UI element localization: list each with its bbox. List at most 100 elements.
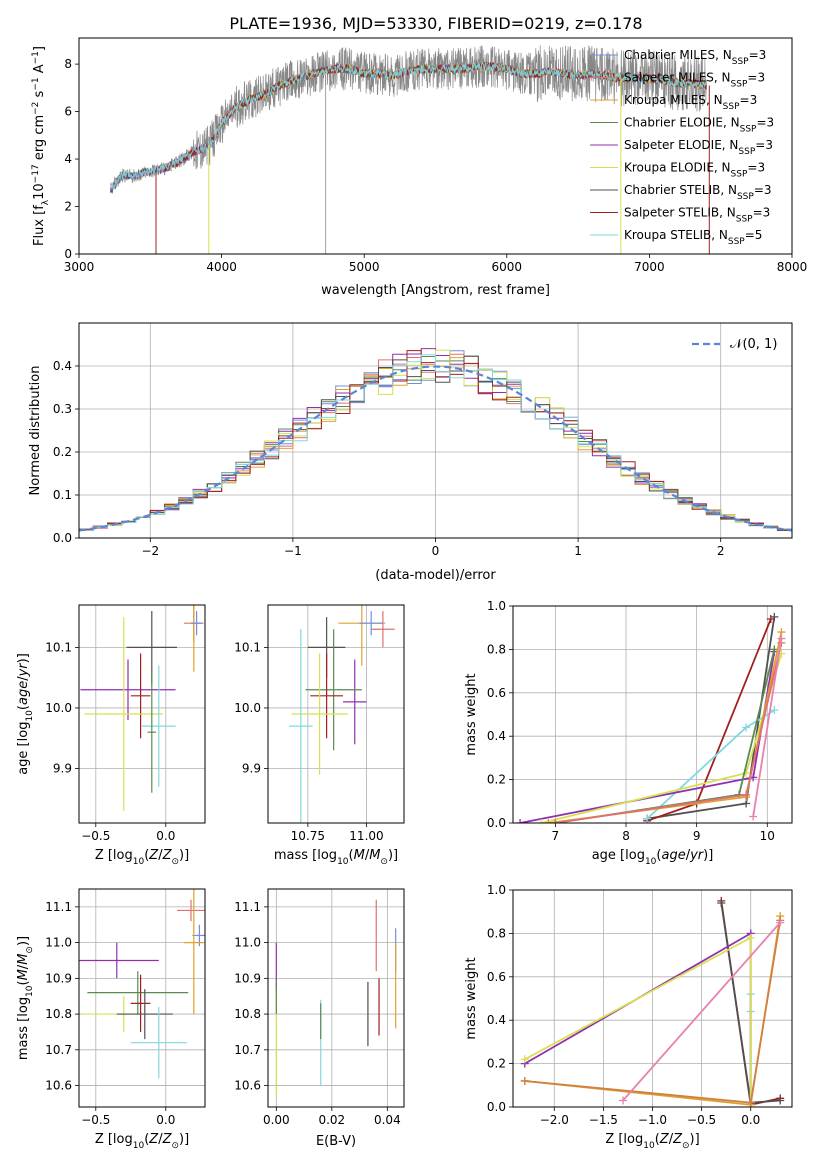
label-part: ( — [16, 705, 31, 710]
label-part: age [log — [16, 722, 31, 775]
x-tick-label: 4000 — [206, 260, 237, 274]
legend-sub: SSP — [723, 102, 740, 112]
y-tick-label: 9.9 — [53, 762, 72, 776]
y-axis-label: age [log10(age/yr)] — [16, 653, 35, 775]
plot-area — [80, 605, 204, 811]
plus-marker — [776, 1096, 785, 1105]
x-tick-label: 10.75 — [291, 829, 325, 843]
age-vs-metallicity-panel: −0.5 0.09.910.010.1Z [log10(Z/Z⊙)]age [lo… — [16, 604, 206, 867]
mass-weight-line — [647, 616, 776, 820]
legend-label: Kroupa STELIB, NSSP=5 — [624, 228, 762, 247]
x-tick-label: −0.5 — [81, 1113, 110, 1127]
y-tick-label: 11.0 — [45, 936, 72, 950]
plot-area — [109, 44, 710, 254]
label-part: ( — [16, 980, 31, 985]
label-part: M — [16, 969, 31, 980]
mass-weight-line — [524, 931, 752, 1105]
y-tick-label: 1.0 — [487, 883, 506, 897]
y-tick-label: 0.0 — [53, 531, 72, 545]
y-tick-label: 8 — [64, 57, 72, 71]
legend-label: Kroupa ELODIE, NSSP=3 — [624, 161, 765, 180]
y-tick-label: 0.2 — [487, 1057, 506, 1071]
y-tick-label: 0.2 — [53, 445, 72, 459]
label-part: Flux [f — [32, 205, 47, 246]
label-part: age — [16, 681, 31, 705]
legend-text: Kroupa ELODIE, N — [624, 161, 731, 175]
label-part: 10 — [25, 985, 35, 997]
axes-frame — [78, 322, 793, 539]
plot-area — [275, 899, 397, 1097]
plus-marker — [742, 723, 751, 732]
label-part: ( — [349, 848, 354, 863]
plus-marker — [777, 634, 786, 643]
plus-marker — [520, 1055, 529, 1064]
x-tick-label: 2 — [717, 544, 725, 558]
y-tick-label: 10.0 — [234, 701, 261, 715]
legend-sub: SSP — [732, 57, 749, 67]
plus-marker — [516, 819, 525, 823]
axes-frame — [78, 37, 793, 255]
plus-marker — [766, 615, 775, 624]
y-axis-label: mass weight — [464, 673, 479, 755]
legend-sub: SSP — [740, 125, 757, 135]
legend-sub: SSP — [738, 147, 755, 157]
massweight-vs-metallicity-panel: −2.0 −1.5 −1.0 −0.5 0.0 0.0 0.2 0.4 0.6 0.8 1.0 Z [… — [464, 883, 793, 1151]
label-part: / — [158, 1132, 163, 1147]
x-tick-label: 6000 — [492, 260, 523, 274]
x-tick-label: 7000 — [634, 260, 665, 274]
x-tick-label: 0.02 — [318, 1113, 345, 1127]
label-part: ] — [32, 46, 47, 51]
y-tick-label: 0.6 — [487, 970, 506, 984]
y-tick-label: 10.1 — [45, 640, 72, 654]
plus-marker — [746, 1098, 755, 1107]
x-tick-label: −1 — [284, 544, 302, 558]
x-tick-label: −2 — [141, 544, 159, 558]
label-part: )] — [179, 848, 189, 863]
legend-sub: SSP — [728, 237, 745, 247]
legend-text: Chabrier MILES, N — [624, 48, 732, 62]
x-tick-label: 1 — [574, 544, 582, 558]
label-part: )] — [16, 936, 31, 946]
y-tick-label: 0 — [64, 247, 72, 261]
axes-frame — [512, 605, 793, 824]
plus-marker — [776, 918, 785, 927]
label-part: M — [16, 954, 31, 965]
plus-marker — [717, 899, 726, 908]
legend-text: =3 — [756, 116, 774, 130]
legend-label: Chabrier ELODIE, NSSP=3 — [624, 116, 774, 135]
label-part: A — [32, 64, 47, 77]
x-tick-label: 3000 — [64, 260, 95, 274]
y-axis-label: mass [log10(M/M⊙)] — [16, 936, 35, 1060]
y-tick-label: 0.4 — [487, 729, 506, 743]
legend-sub: SSP — [731, 170, 748, 180]
label-part: )] — [388, 848, 398, 863]
plus-marker — [619, 1096, 628, 1105]
x-tick-label: 0.00 — [263, 1113, 290, 1127]
x-tick-label: −0.5 — [687, 1113, 716, 1127]
legend-text: =3 — [747, 161, 765, 175]
x-axis-label: Z [log10(Z/Z⊙)] — [95, 1132, 189, 1151]
y-tick-label: 10.6 — [45, 1079, 72, 1093]
label-part: −1 — [31, 77, 41, 90]
x-axis-label: age [log10(age/yr)] — [592, 848, 714, 867]
plus-marker — [770, 706, 779, 715]
mass-vs-metallicity-panel: −0.5 0.010.610.710.810.911.011.1Z [log10(… — [16, 888, 206, 1151]
x-tick-label: 0.04 — [374, 1113, 401, 1127]
y-tick-label: 0.0 — [487, 1100, 506, 1114]
x-axis-label: mass [log10(M/M⊙)] — [274, 848, 398, 867]
legend-sub: SSP — [737, 192, 754, 202]
y-tick-label: 10.8 — [45, 1007, 72, 1021]
axes-frame — [78, 888, 206, 1108]
y-tick-label: 4 — [64, 152, 72, 166]
y-tick-label: 0.2 — [487, 773, 506, 787]
legend-text: =3 — [755, 138, 773, 152]
x-tick-label: −0.5 — [81, 829, 110, 843]
legend-text: Salpeter STELIB, N — [624, 206, 736, 220]
label-part: 10 — [133, 857, 145, 867]
label-part: ( — [655, 1132, 660, 1147]
x-tick-label: 10 — [760, 829, 775, 843]
legend-label: Kroupa MILES, NSSP=3 — [624, 93, 757, 112]
label-part: M — [369, 848, 380, 863]
